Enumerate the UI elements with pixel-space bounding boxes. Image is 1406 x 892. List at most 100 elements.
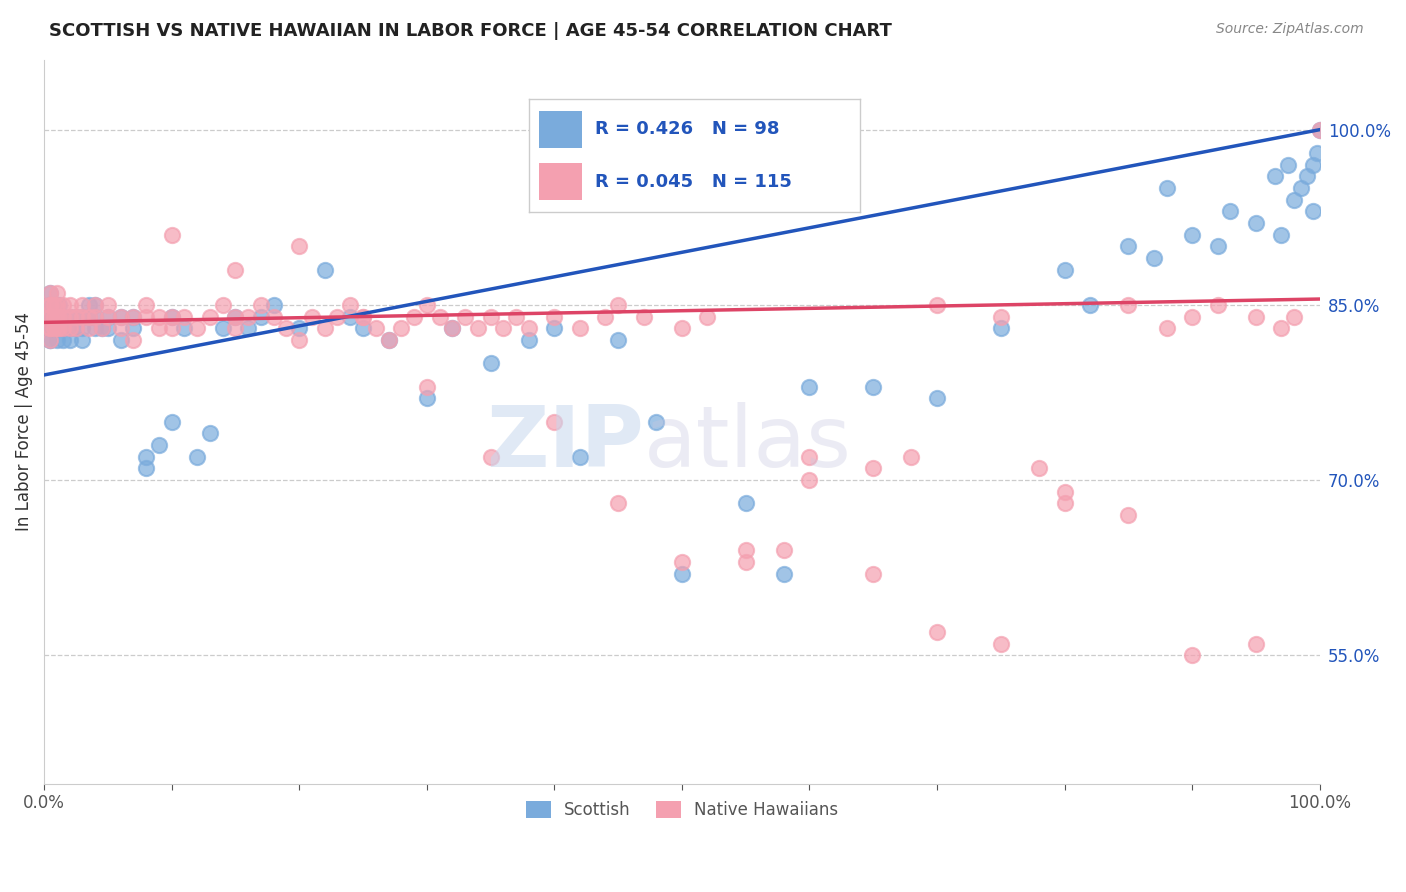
Point [505,310,527,324]
Point [492,321,515,335]
Point [65,321,87,335]
Point [72,321,94,335]
Point [48,298,70,312]
Point [543,415,565,429]
Point [160,310,183,324]
Point [1143,251,1166,265]
Point [288,333,311,347]
Point [301,310,323,324]
Point [454,310,477,324]
Point [671,321,693,335]
Point [72,333,94,347]
Point [479,356,502,370]
Point [65,310,87,324]
Point [84,310,107,324]
Point [734,496,756,510]
Point [39,286,62,301]
Point [44,321,66,335]
Point [122,333,145,347]
Point [224,310,246,324]
Point [326,310,349,324]
Point [173,310,195,324]
Point [39,310,62,324]
Point [45,310,67,324]
Point [352,310,374,324]
Point [1264,169,1286,184]
Point [59,298,82,312]
Point [263,310,285,324]
Point [1282,193,1305,207]
Point [479,310,502,324]
Point [39,321,62,335]
Point [1118,508,1140,522]
Point [90,321,112,335]
Point [314,263,336,277]
Point [238,321,260,335]
Point [135,450,157,464]
Point [900,450,922,464]
Point [799,379,821,393]
Point [568,450,591,464]
Point [39,333,62,347]
Point [734,555,756,569]
Point [52,310,75,324]
Point [84,298,107,312]
Point [44,310,66,324]
Point [45,310,67,324]
Point [925,392,948,406]
Point [39,298,62,312]
Point [1302,204,1324,219]
Point [45,321,67,335]
Point [122,321,145,335]
Point [288,239,311,253]
Point [416,379,439,393]
Point [416,298,439,312]
Point [543,310,565,324]
Point [39,298,62,312]
Point [250,298,273,312]
Point [1053,496,1076,510]
Point [52,298,75,312]
Point [148,438,170,452]
Point [862,379,884,393]
Point [148,321,170,335]
Point [198,426,221,441]
Point [339,310,361,324]
Y-axis label: In Labor Force | Age 45-54: In Labor Force | Age 45-54 [15,312,32,531]
Point [1270,321,1292,335]
Point [211,298,233,312]
Point [39,310,62,324]
Point [65,321,87,335]
Point [224,263,246,277]
Point [160,227,183,242]
Point [517,333,540,347]
Point [77,298,100,312]
Point [416,392,439,406]
Point [633,310,655,324]
Point [238,310,260,324]
Point [48,321,70,335]
Point [97,321,120,335]
Point [429,310,451,324]
Point [925,624,948,639]
Point [65,310,87,324]
Point [1118,298,1140,312]
Point [45,310,67,324]
Point [77,321,100,335]
Point [645,415,668,429]
Point [48,310,70,324]
Point [352,321,374,335]
Point [39,333,62,347]
Point [110,310,132,324]
Point [250,310,273,324]
Point [1282,310,1305,324]
Point [595,310,617,324]
Point [97,298,120,312]
Point [925,298,948,312]
Point [671,555,693,569]
Point [1309,122,1331,136]
Point [339,298,361,312]
Point [441,321,464,335]
Point [1053,263,1076,277]
Point [1118,239,1140,253]
